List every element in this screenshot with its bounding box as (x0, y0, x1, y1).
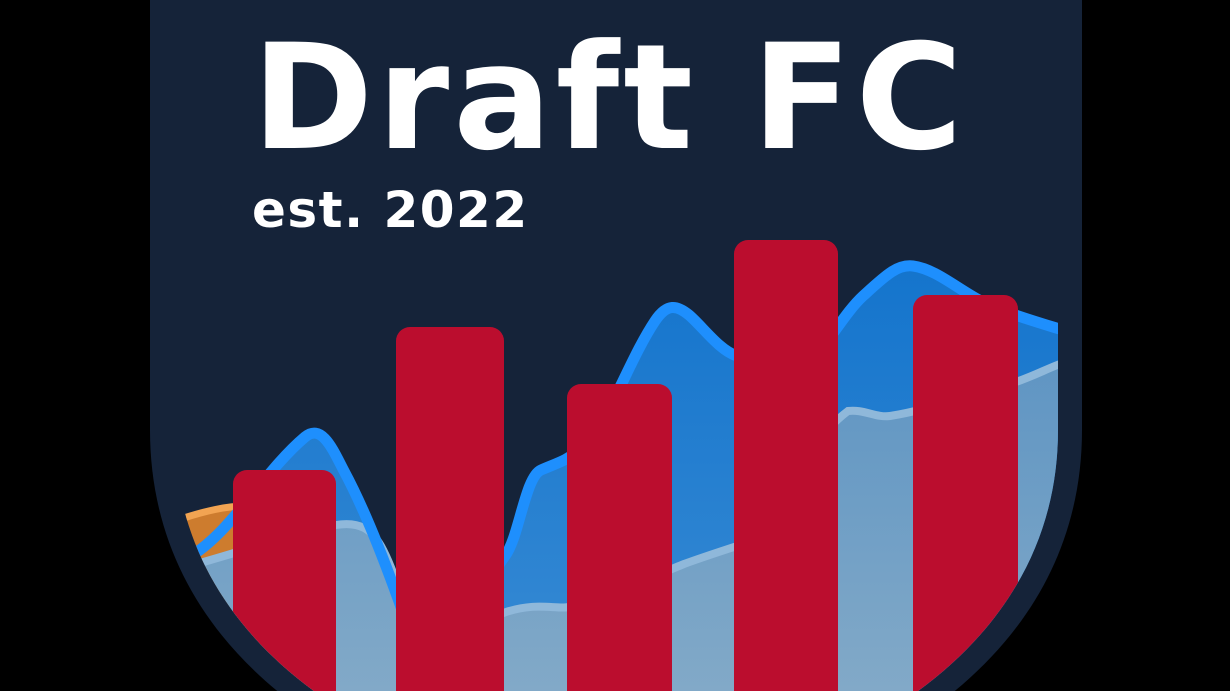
bar-3 (567, 384, 672, 691)
badge-subtitle: est. 2022 (252, 181, 529, 239)
bar-4 (734, 240, 838, 691)
area-series-light (174, 364, 1058, 691)
bar-1 (233, 470, 336, 691)
badge-title: Draft FC (252, 13, 967, 183)
bar-2 (396, 327, 504, 691)
bars-group (233, 240, 1018, 691)
chart-group (174, 240, 1058, 691)
